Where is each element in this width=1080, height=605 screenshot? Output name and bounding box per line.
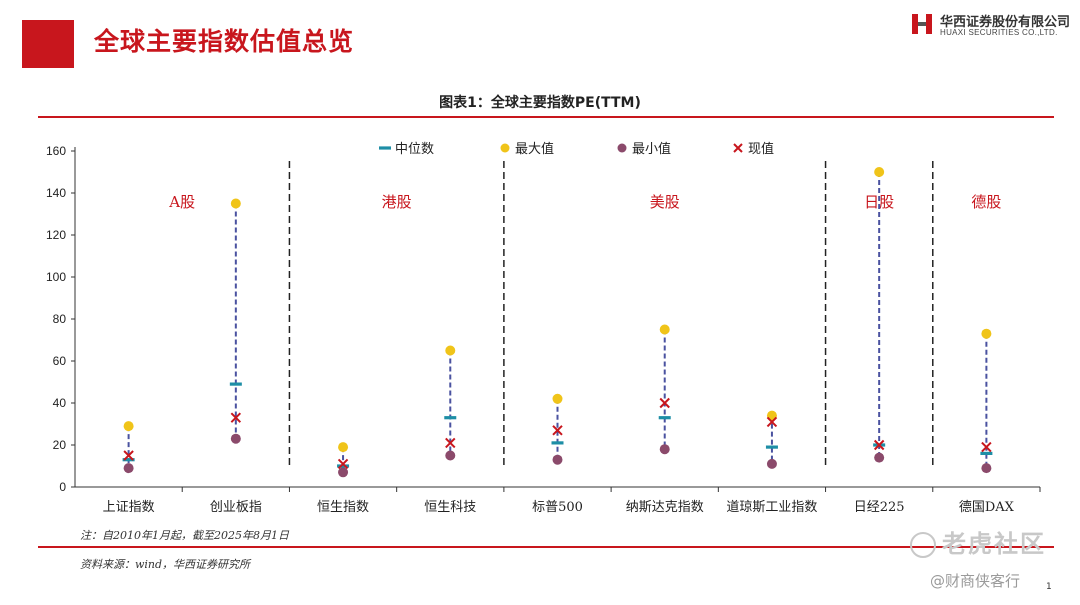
x-tick-label: 创业板指 [210,500,262,515]
legend-circle-marker [500,143,510,153]
y-tick-label: 20 [53,438,67,452]
max-point [552,393,563,404]
page-title: 全球主要指数估值总览 [94,27,355,56]
x-tick-label: 上证指数 [103,500,155,515]
tiger-logo-icon [910,532,936,558]
current-point [123,450,134,461]
huaxi-logo-icon [912,14,932,34]
min-point [123,463,134,474]
min-point [981,463,992,474]
max-point [981,328,992,339]
x-tick-label: 恒生科技 [424,500,476,515]
min-point [552,454,563,465]
legend-label: 最大值 [515,141,554,157]
current-point [445,437,456,449]
current-point [873,439,885,451]
x-tick-label: 纳斯达克指数 [626,500,704,515]
x-tick-label: 标普500 [532,500,583,515]
chart-note: 注：自2010年1月起，截至2025年8月1日 [80,529,289,542]
y-tick-label: 120 [46,228,66,242]
watermark-brand-text: 老虎社区 [942,530,1046,558]
group-label: 美股 [650,193,680,211]
y-tick-label: 40 [53,396,67,410]
logo-company-name-en: HUAXI SECURITIES CO.,LTD. [940,28,1058,37]
max-point [874,167,885,177]
min-point [659,444,670,455]
legend-label: 现值 [748,141,774,157]
median-point [444,416,457,420]
data-source: 资料来源：wind，华西证券研究所 [80,558,251,571]
legend-circle-marker [617,143,627,153]
x-tick-label: 恒生指数 [317,500,369,515]
current-point [766,416,778,428]
company-logo: 华西证券股份有限公司 HUAXI SECURITIES CO.,LTD. [910,10,1070,40]
y-tick-label: 80 [53,312,67,326]
current-point [552,425,563,436]
min-point [874,452,885,463]
min-point [445,450,456,461]
max-point [123,421,134,432]
x-tick-label: 德国DAX [959,500,1015,515]
current-point [230,412,242,423]
x-tick-label: 道琼斯工业指数 [726,500,817,515]
watermark-handle: @财商侠客行 [930,572,1021,590]
y-tick-label: 160 [46,144,66,158]
logo-company-name: 华西证券股份有限公司 [940,15,1071,30]
y-tick-label: 0 [59,480,66,494]
median-point [765,445,778,449]
header-red-block [22,20,74,68]
group-label: A股 [168,193,195,211]
bottom-divider [38,546,1054,548]
median-point [229,382,242,386]
legend-label: 中位数 [395,142,434,157]
top-divider [38,116,1054,118]
current-point [337,458,349,470]
group-label: 日股 [864,193,894,211]
min-point [230,433,241,444]
y-tick-label: 60 [53,354,67,368]
min-point [766,458,777,469]
max-point [659,324,670,335]
group-label: 港股 [382,193,412,211]
legend-current-marker [733,143,743,153]
max-point [338,442,349,453]
group-label: 德股 [971,193,1001,211]
figure-title: 图表1：全球主要指数PE(TTM) [439,95,641,111]
median-point [337,464,350,468]
x-tick-label: 日经225 [854,500,905,515]
y-tick-label: 100 [46,270,66,284]
median-point [551,441,564,445]
median-point [658,416,671,420]
max-point [445,345,456,356]
page-number: 1 [1046,582,1052,592]
current-point [981,441,992,453]
min-point [338,467,349,478]
legend-median-marker [379,146,391,150]
median-point [122,458,135,462]
y-tick-label: 140 [46,186,66,200]
median-point [980,451,993,455]
current-point [659,397,670,409]
watermark-brand: 老虎社区 [910,524,1046,559]
max-point [230,198,241,209]
legend-label: 最小值 [632,141,671,157]
